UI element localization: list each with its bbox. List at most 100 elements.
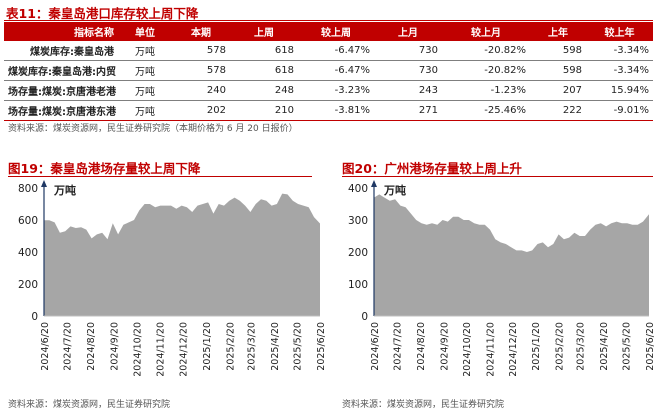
y-tick-label: 100 [348, 279, 368, 291]
x-tick-label: 2024/8/20 [86, 322, 97, 371]
cell-current: 578 [172, 60, 230, 81]
x-tick-label: 2025/4/20 [270, 322, 281, 371]
cell-indicator: 煤炭库存:秦皇岛港:内贸 [4, 60, 118, 81]
cell-current: 240 [172, 80, 230, 101]
x-tick-label: 2025/3/20 [576, 322, 587, 371]
y-tick-label: 800 [18, 183, 38, 195]
chart19-title-rule [8, 176, 312, 177]
cell-last-week: 210 [230, 100, 298, 121]
cell-last-year: 222 [530, 100, 586, 121]
x-tick-label: 2025/2/20 [555, 322, 566, 371]
cell-mom: -25.46% [442, 100, 530, 121]
cell-wow: -3.23% [298, 80, 374, 101]
x-tick-label: 2025/5/20 [622, 322, 633, 371]
chart19-title: 图19：秦皇岛港场存量较上周下降 [8, 161, 201, 176]
series-area [374, 194, 649, 316]
y-tick-label: 400 [18, 247, 38, 259]
x-tick-label: 2024/12/20 [178, 322, 189, 377]
chart20-title: 图20：广州港场存量较上周上升 [342, 161, 522, 176]
table-title: 表11：秦皇岛港口库存较上周下降 [6, 6, 199, 21]
cell-wow: -6.47% [298, 41, 374, 61]
cell-wow: -6.47% [298, 60, 374, 81]
chart19-svg: 0 200 400 600 800 万吨 2024/6/20 2024/7/20 2024/8/… [18, 180, 327, 377]
cell-yoy: -9.01% [586, 100, 653, 121]
x-tick-label: 2025/4/20 [599, 322, 610, 371]
cell-indicator: 场存量:煤炭:京唐港东港 [4, 100, 118, 121]
cell-wow: -3.81% [298, 100, 374, 121]
y-axis-label: 万吨 [383, 183, 406, 197]
cell-last-year: 598 [530, 41, 586, 61]
series-area [44, 193, 320, 316]
chart20-source-note: 资料来源：煤炭资源网，民生证券研究院 [342, 400, 505, 410]
cell-last-year: 207 [530, 80, 586, 101]
cell-last-month: 243 [374, 80, 442, 101]
cell-unit: 万吨 [118, 80, 172, 101]
x-tick-label: 2024/9/20 [110, 322, 121, 371]
x-tick-label: 2024/10/20 [462, 322, 473, 377]
x-tick-label: 2025/2/20 [225, 322, 236, 371]
inventory-table: 指标名称 单位 本期 上周 较上周 上月 较上月 上年 较上年 煤炭库存:秦皇岛… [4, 22, 653, 121]
chart20-svg: 0 100 200 300 400 万吨 2024/6/20 2024/7/20 2024/8/… [348, 180, 656, 377]
cell-last-week: 618 [230, 41, 298, 61]
x-tick-label: 2024/6/20 [40, 322, 51, 371]
x-tick-label: 2024/11/20 [156, 322, 167, 377]
y-tick-label: 300 [348, 215, 368, 227]
x-tick-label: 2024/8/20 [416, 322, 427, 371]
x-tick-label: 2024/7/20 [393, 322, 404, 371]
x-tick-label: 2025/6/20 [316, 322, 327, 371]
table-row: 场存量:煤炭:京唐港东港 万吨 202 210 -3.81% 271 -25.4… [4, 100, 653, 121]
cell-indicator: 煤炭库存:秦皇岛港 [4, 41, 118, 61]
header-unit: 单位 [118, 22, 172, 41]
x-tick-label: 2024/11/20 [485, 322, 496, 377]
table-row: 煤炭库存:秦皇岛港 万吨 578 618 -6.47% 730 -20.82% … [4, 41, 653, 61]
table-row: 场存量:煤炭:京唐港老港 万吨 240 248 -3.23% 243 -1.23… [4, 80, 653, 101]
cell-yoy: 15.94% [586, 80, 653, 101]
x-tick-label: 2024/6/20 [370, 322, 381, 371]
y-tick-label: 0 [361, 311, 368, 323]
cell-last-year: 598 [530, 60, 586, 81]
header-last-year: 上年 [530, 22, 586, 41]
cell-unit: 万吨 [118, 41, 172, 61]
cell-last-week: 618 [230, 60, 298, 81]
header-yoy: 较上年 [586, 22, 653, 41]
cell-last-month: 730 [374, 41, 442, 61]
header-current: 本期 [172, 22, 230, 41]
cell-last-month: 730 [374, 60, 442, 81]
table-source-note: 资料来源：煤炭资源网，民生证券研究院（本期价格为 6 月 20 日报价） [8, 124, 298, 134]
cell-mom: -20.82% [442, 41, 530, 61]
cell-last-week: 248 [230, 80, 298, 101]
x-tick-label: 2024/9/20 [439, 322, 450, 371]
y-tick-label: 200 [18, 279, 38, 291]
y-axis-label: 万吨 [53, 183, 76, 197]
chart20-title-rule [342, 176, 653, 177]
y-tick-label: 600 [18, 215, 38, 227]
x-tick-label: 2025/6/20 [645, 322, 656, 371]
chart19-source-note: 资料来源：煤炭资源网，民生证券研究院 [8, 400, 171, 410]
table-header-row: 指标名称 单位 本期 上周 较上周 上月 较上月 上年 较上年 [4, 22, 653, 41]
x-tick-label: 2025/1/20 [531, 322, 542, 371]
x-tick-label: 2024/12/20 [508, 322, 519, 377]
header-mom: 较上月 [442, 22, 530, 41]
header-indicator: 指标名称 [4, 22, 118, 41]
cell-unit: 万吨 [118, 60, 172, 81]
y-axis-arrow [371, 180, 377, 187]
y-tick-label: 0 [31, 311, 38, 323]
x-tick-label: 2024/7/20 [63, 322, 74, 371]
cell-mom: -1.23% [442, 80, 530, 101]
cell-yoy: -3.34% [586, 60, 653, 81]
table-row: 煤炭库存:秦皇岛港:内贸 万吨 578 618 -6.47% 730 -20.8… [4, 60, 653, 81]
cell-last-month: 271 [374, 100, 442, 121]
y-tick-label: 200 [348, 247, 368, 259]
header-last-week: 上周 [230, 22, 298, 41]
cell-unit: 万吨 [118, 100, 172, 121]
cell-yoy: -3.34% [586, 41, 653, 61]
header-wow: 较上周 [298, 22, 374, 41]
cell-current: 578 [172, 41, 230, 61]
x-tick-label: 2025/1/20 [202, 322, 213, 371]
cell-mom: -20.82% [442, 60, 530, 81]
header-last-month: 上月 [374, 22, 442, 41]
y-axis-arrow [41, 180, 47, 187]
x-tick-label: 2025/5/20 [293, 322, 304, 371]
table-title-rule [4, 20, 653, 21]
cell-indicator: 场存量:煤炭:京唐港老港 [4, 80, 118, 101]
